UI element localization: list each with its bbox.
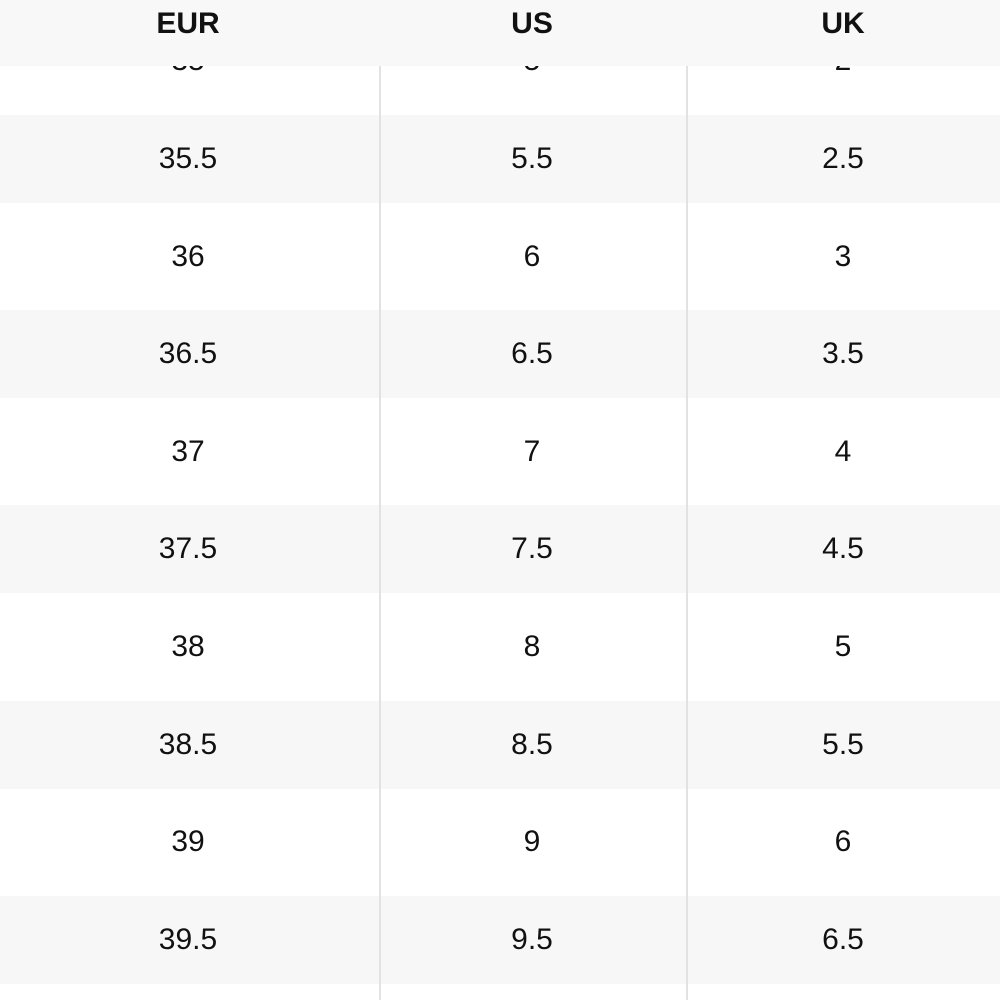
column-divider (379, 66, 381, 1000)
table-cell: 3 (834, 239, 852, 273)
column-header: US (511, 7, 553, 40)
table-cell: 9.5 (511, 922, 553, 956)
table-header: EUR US UK (0, 0, 1000, 66)
row-background (0, 115, 1000, 203)
table-cell: 36.5 (158, 337, 218, 371)
table-cell: 38.5 (158, 727, 218, 761)
table-cell: 3.5 (822, 337, 864, 371)
table-cell: 38 (171, 630, 205, 663)
table-cell: 6.5 (511, 337, 553, 371)
table-cell: 5.5 (822, 727, 864, 761)
table-cell: 5.5 (511, 142, 553, 175)
table-cell: 8 (523, 630, 541, 663)
table-cell: 2.5 (822, 142, 864, 175)
table-cell: 5 (834, 630, 852, 663)
table-cell: 4.5 (822, 532, 864, 566)
column-header: UK (821, 7, 865, 40)
table-cell: 6 (834, 825, 852, 859)
table-cell: 35.5 (158, 142, 218, 175)
row-background (0, 505, 1000, 594)
column-divider (686, 66, 688, 1000)
row-background (0, 700, 1000, 789)
table-cell: 39.5 (158, 922, 218, 956)
column-header: EUR (156, 7, 220, 40)
table-cell: 8.5 (511, 727, 553, 761)
table-cell: 39 (171, 825, 205, 859)
table-cell: 6 (523, 239, 541, 273)
table-cell: 7.5 (511, 532, 553, 566)
table-cell: 37.5 (158, 532, 218, 566)
table-cell: 36 (171, 239, 205, 273)
table-cell: 37 (171, 434, 205, 468)
row-background (0, 310, 1000, 399)
table-cell: 4 (834, 434, 852, 468)
row-background (0, 895, 1000, 984)
table-cell: 6.5 (822, 922, 864, 956)
table-cell: 7 (523, 434, 541, 468)
table-cell: 9 (523, 825, 541, 859)
